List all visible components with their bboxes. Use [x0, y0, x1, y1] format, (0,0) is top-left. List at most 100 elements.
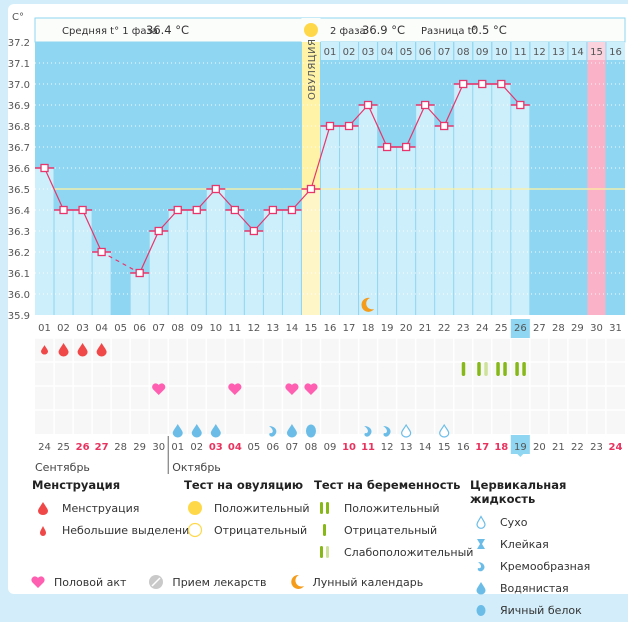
legend-item: Клейкая	[470, 534, 628, 554]
egg-white-icon	[305, 424, 316, 438]
temp-point	[268, 205, 278, 215]
calendar-date-label: 20	[533, 442, 546, 453]
calendar-date-label: 22	[571, 442, 584, 453]
legend-label: Отрицательный	[214, 523, 308, 537]
blood-drop-icon	[77, 343, 88, 357]
legend-title: Цервикальная жидкость	[470, 478, 567, 506]
temp-line-segment	[443, 83, 464, 127]
legend-label: Менструация	[62, 501, 140, 515]
cycle-day-label: 16	[324, 323, 337, 334]
ovulation-sun-icon	[303, 23, 318, 37]
ovulation-column	[301, 42, 321, 189]
today-date-pointer	[517, 454, 524, 457]
phase2-day-label: 13	[552, 47, 565, 58]
watery-drop-icon	[210, 424, 221, 438]
y-tick-label: 36.9	[8, 101, 30, 112]
creamy-icon	[470, 559, 492, 573]
temp-bar	[453, 84, 473, 315]
cycle-day-label: 27	[533, 323, 546, 334]
legend-item: Кремообразная	[470, 556, 628, 576]
cycle-day-label: 08	[171, 323, 184, 334]
y-tick-label: 37.1	[8, 59, 30, 70]
temp-line-segment	[43, 167, 65, 211]
phase1-avg-label: Средняя t° 1 фаза	[62, 26, 158, 37]
phase1-avg-value: 36.4 °C	[146, 23, 189, 37]
heart-icon	[285, 383, 299, 395]
temp-point	[135, 268, 144, 278]
temp-bar	[244, 231, 264, 315]
temp-point	[382, 142, 392, 152]
pregnancy-test-icon	[503, 362, 507, 376]
calendar-date-label: 07	[286, 442, 299, 453]
y-tick-label: 37.2	[8, 38, 30, 49]
watery-drop-icon	[286, 424, 297, 438]
calendar-date-label: 08	[305, 442, 318, 453]
temp-diff-label: Разница t°	[421, 26, 477, 37]
temp-point	[59, 205, 68, 215]
legend-item: Положительный	[184, 498, 310, 518]
temp-point	[306, 184, 316, 194]
temp-line-segment	[82, 209, 103, 253]
temp-bar	[35, 168, 55, 315]
legend-label: Клейкая	[500, 537, 549, 551]
calendar-date-label: 25	[57, 442, 70, 453]
ovulation-column-lower	[301, 189, 321, 315]
calendar-date-label: 11	[361, 442, 375, 453]
temp-bar	[149, 231, 169, 315]
phase2-day-label: 12	[533, 47, 546, 58]
today-cycle-day-highlight	[510, 319, 530, 338]
y-tick-label: 36.1	[8, 269, 30, 280]
calendar-date-label: 28	[114, 442, 127, 453]
cycle-day-label: 10	[209, 323, 222, 334]
pregnancy-test-icon	[522, 362, 526, 376]
cycle-day-label: 30	[590, 323, 603, 334]
cycle-day-label: 29	[571, 323, 584, 334]
calendar-date-label: 24	[609, 442, 623, 453]
temp-line-segment	[367, 104, 388, 148]
cycle-day-label: 09	[190, 323, 203, 334]
phase2-day-label: 09	[476, 47, 489, 58]
temp-point	[249, 226, 259, 236]
cycle-day-label: 11	[228, 323, 241, 334]
creamy-icon	[383, 426, 391, 437]
bbt-chart: ОВУЛЯЦИЯ 37.2 37.1 37.0 36.9 36.8 36.7 36.6 36.5…	[8, 12, 626, 474]
pregnancy-test-icon	[461, 362, 466, 376]
calendar-date-label: 13	[400, 442, 413, 453]
temp-point	[287, 205, 297, 215]
y-tick-label: 36.6	[8, 164, 30, 175]
temp-point	[230, 205, 239, 215]
legend-item: Отрицательный	[184, 520, 310, 540]
calendar-date-label: 26	[76, 442, 90, 453]
moon-icon	[289, 574, 305, 590]
temp-bar	[358, 105, 378, 315]
temp-point	[78, 205, 87, 215]
pregnancy-test-icon	[477, 362, 481, 376]
calendar-date-label: 01	[171, 442, 184, 453]
legend-label: Сухо	[500, 515, 528, 529]
blood-drop-icon	[58, 343, 69, 357]
blood-drop-icon	[96, 343, 107, 357]
cycle-day-label: 19	[381, 323, 394, 334]
legend-ovulation-test: Тест на овуляцию Положительный Отрицател…	[184, 478, 310, 542]
temp-point	[459, 79, 468, 89]
temp-line-segment	[405, 104, 426, 148]
dry-drop-icon	[439, 423, 450, 438]
temp-point	[478, 79, 487, 89]
temp-line-segment	[310, 125, 331, 190]
legend-label: Лунный календарь	[312, 575, 424, 589]
cycle-day-label: 20	[400, 323, 413, 334]
phase2-day-label: 10	[495, 47, 508, 58]
pregnancy-positive-icon	[314, 501, 336, 515]
legend-item: Положительный	[314, 498, 473, 518]
temp-bar	[168, 210, 188, 315]
temp-bar	[491, 84, 511, 315]
phase2-day-label: 08	[457, 47, 470, 58]
temp-point	[363, 100, 373, 110]
calendar-date-label: 14	[419, 442, 432, 453]
legend-cervical-fluid: Цервикальная жидкость Сухо Клейкая Кремо…	[470, 478, 628, 622]
phase2-header-highlight	[586, 42, 606, 60]
y-tick-label: 36.5	[8, 185, 30, 196]
calendar-date-label: 15	[438, 442, 451, 453]
temp-bar	[510, 105, 530, 315]
month-label: Сентябрь	[35, 461, 90, 474]
